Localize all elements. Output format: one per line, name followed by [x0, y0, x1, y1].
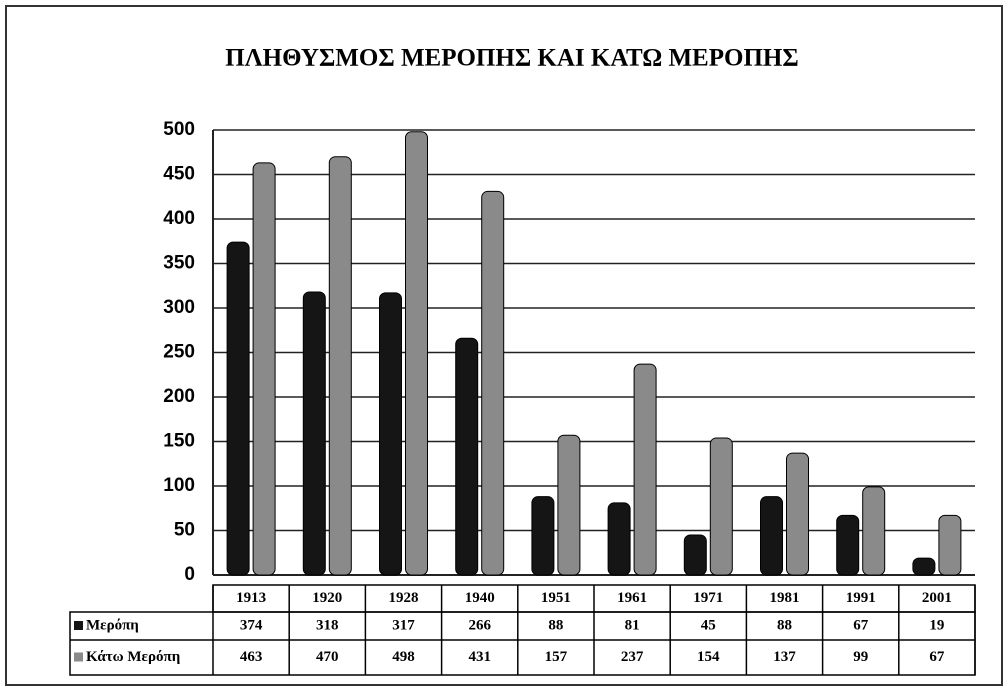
bar — [633, 363, 657, 576]
table-value: 67 — [929, 649, 945, 665]
table-value: 137 — [773, 649, 796, 665]
legend-key — [74, 621, 83, 630]
table-value: 317 — [392, 617, 415, 633]
y-tick-label: 350 — [163, 253, 195, 274]
table-value: 88 — [548, 617, 563, 633]
bar — [683, 534, 707, 576]
bar — [709, 437, 733, 576]
table-value: 154 — [697, 649, 720, 665]
y-tick-label: 0 — [184, 564, 195, 585]
y-tick-label: 500 — [163, 119, 195, 140]
y-tick-label: 150 — [163, 431, 195, 452]
x-tick-label: 1961 — [617, 590, 647, 606]
y-tick-label: 300 — [163, 297, 195, 318]
table-value: 470 — [316, 649, 339, 665]
y-tick-label: 450 — [163, 164, 195, 185]
x-tick-label: 1981 — [770, 590, 800, 606]
bar — [226, 241, 250, 576]
bar — [302, 291, 326, 576]
table-value: 88 — [777, 617, 792, 633]
table-value: 99 — [853, 649, 868, 665]
bar — [557, 434, 581, 576]
y-tick-label: 400 — [163, 208, 195, 229]
table-value: 266 — [468, 617, 491, 633]
bar — [252, 162, 276, 576]
bar — [328, 156, 352, 576]
x-tick-label: 2001 — [922, 590, 952, 606]
legend-key — [74, 652, 83, 662]
table-value: 19 — [929, 617, 944, 633]
bar — [786, 452, 809, 576]
y-tick-label: 200 — [163, 386, 195, 407]
x-tick-label: 1971 — [693, 590, 723, 606]
x-tick-label: 1951 — [541, 590, 571, 606]
x-tick-label: 1913 — [236, 590, 266, 606]
bar — [531, 496, 555, 576]
bar — [912, 557, 936, 576]
bar — [379, 292, 402, 576]
x-tick-label: 1991 — [846, 590, 876, 606]
table-value: 431 — [468, 649, 491, 665]
bar — [455, 337, 479, 576]
y-tick-label: 50 — [174, 520, 195, 541]
legend-label: Μερόπη — [86, 617, 139, 633]
y-tick-label: 250 — [163, 342, 195, 363]
table-value: 157 — [545, 649, 568, 665]
table-value: 463 — [240, 649, 263, 665]
bar — [405, 131, 428, 576]
bar — [607, 502, 631, 576]
table-value: 67 — [853, 617, 869, 633]
table-value: 498 — [392, 649, 415, 665]
bar — [481, 190, 505, 576]
x-tick-label: 1928 — [389, 590, 419, 606]
table-value: 374 — [240, 617, 263, 633]
x-tick-label: 1920 — [312, 590, 342, 606]
x-tick-label: 1940 — [465, 590, 495, 606]
table-value: 318 — [316, 617, 339, 633]
table-value: 81 — [625, 617, 640, 633]
bar — [760, 496, 783, 576]
table-value: 45 — [701, 617, 716, 633]
bar — [862, 486, 886, 576]
table-value: 237 — [621, 649, 644, 665]
chart-title: ΠΛΗΘΥΣΜΟΣ ΜΕΡΟΠΗΣ ΚΑΙ ΚΑΤΩ ΜΕΡΟΠΗΣ — [225, 45, 798, 72]
legend-label: Κάτω Μερόπη — [86, 649, 180, 665]
bar — [938, 514, 962, 576]
bar — [836, 514, 860, 576]
y-tick-label: 100 — [163, 475, 195, 496]
